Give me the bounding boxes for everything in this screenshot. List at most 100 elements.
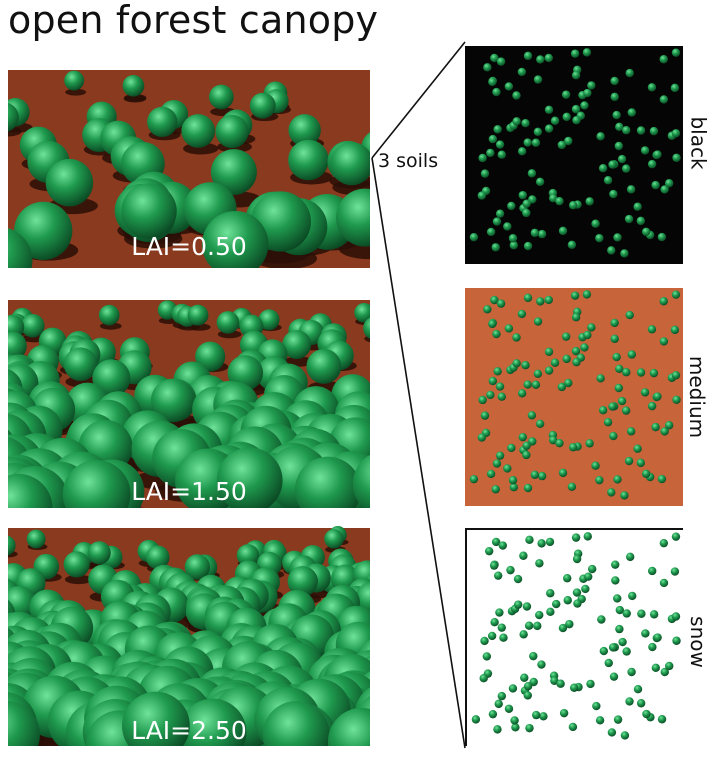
tree-crown [352, 454, 370, 508]
crown-dot [518, 190, 527, 200]
crown-dot [641, 227, 651, 236]
crown-dot [659, 95, 669, 104]
crown-dot [636, 216, 646, 226]
crown-dot [555, 196, 564, 206]
crown-dot [513, 600, 523, 609]
crown-dot [555, 438, 564, 448]
crown-dot [587, 81, 596, 90]
tree-crown [294, 456, 361, 508]
crown-dot [533, 75, 543, 84]
crown-dot [483, 305, 492, 314]
crown-dot [490, 53, 499, 63]
crown-dot [488, 709, 498, 719]
crown-dot [609, 672, 619, 681]
tree-crown [195, 341, 226, 372]
crown-dot [671, 371, 681, 380]
crown-dot [533, 369, 543, 379]
crown-dot [648, 642, 657, 652]
crown-dot [544, 105, 554, 114]
crown-dot [530, 228, 540, 238]
crown-dot [568, 201, 578, 210]
crown-dot [494, 699, 503, 709]
soil-label-snow: snow [685, 616, 710, 668]
crown-dot [535, 559, 544, 568]
crown-dot [647, 325, 657, 334]
tree-crown [216, 311, 240, 334]
tree-crown [327, 707, 370, 746]
crown-dot [544, 366, 554, 375]
crown-dot [569, 683, 579, 692]
crown-dot [625, 68, 634, 78]
crown-dot [508, 476, 518, 485]
crown-dot [664, 179, 674, 188]
crown-dot [504, 82, 514, 91]
crown-dot [493, 125, 502, 134]
crown-dot [556, 679, 565, 688]
crown-dot [613, 233, 622, 242]
crown-dot [482, 652, 492, 661]
crown-dot [523, 682, 533, 691]
crown-dot [625, 310, 634, 320]
crown-dot [563, 574, 572, 583]
crown-dot [571, 104, 581, 114]
crown-dot [581, 584, 590, 594]
crown-dot [531, 380, 541, 389]
crown-dot [537, 539, 546, 548]
crown-dot [537, 471, 547, 481]
crown-dot [488, 319, 497, 329]
crown-dot [664, 421, 674, 430]
crown-dot [548, 435, 558, 445]
tree-crown [63, 551, 90, 578]
crown-dot [598, 164, 608, 173]
crown-dot [562, 112, 571, 122]
crown-dot [587, 323, 596, 332]
crown-dot [571, 533, 581, 542]
crown-dot [622, 368, 631, 377]
crown-dot [550, 116, 560, 125]
crown-dot [493, 571, 503, 580]
crown-dot [622, 126, 631, 135]
tree-crown [210, 149, 257, 196]
crown-dot [598, 406, 608, 415]
crown-dot [471, 715, 481, 724]
crown-dots [469, 48, 681, 258]
crown-dots [469, 290, 681, 500]
crown-dot [491, 537, 501, 547]
crown-dot [564, 136, 573, 146]
soil-topview [465, 288, 683, 506]
crown-dot [492, 87, 501, 97]
crown-dot [510, 716, 519, 725]
crown-dot [572, 554, 582, 564]
crown-dot [557, 140, 567, 150]
crown-dot [503, 222, 512, 231]
crown-dot [609, 431, 618, 441]
tree-crown [26, 529, 46, 549]
crown-dot [657, 474, 667, 484]
crown-dot [495, 140, 505, 149]
crown-dot [487, 631, 497, 641]
crown-dot [522, 199, 531, 208]
tree-crown [363, 317, 370, 339]
tree-crown [184, 554, 211, 580]
crown-dot [517, 147, 527, 156]
crown-dot [570, 291, 580, 300]
soils-label: 3 soils [378, 150, 439, 172]
crown-dot [603, 418, 613, 427]
soil-topview [465, 46, 683, 264]
crown-dot [625, 552, 635, 562]
crown-dot [550, 358, 560, 367]
crown-dot [521, 360, 530, 370]
crown-dot [610, 92, 619, 102]
crown-dot [573, 599, 582, 608]
crown-dot [610, 318, 619, 328]
crown-dot [527, 411, 537, 420]
crown-dot [490, 618, 499, 627]
crown-dot [627, 667, 636, 677]
tree-crown [354, 302, 370, 323]
crown-dot [620, 491, 629, 500]
crown-dot [615, 605, 625, 615]
crown-dot [522, 208, 531, 218]
crown-dot [657, 232, 667, 242]
crown-dot [486, 227, 496, 237]
crown-dot [660, 185, 669, 194]
